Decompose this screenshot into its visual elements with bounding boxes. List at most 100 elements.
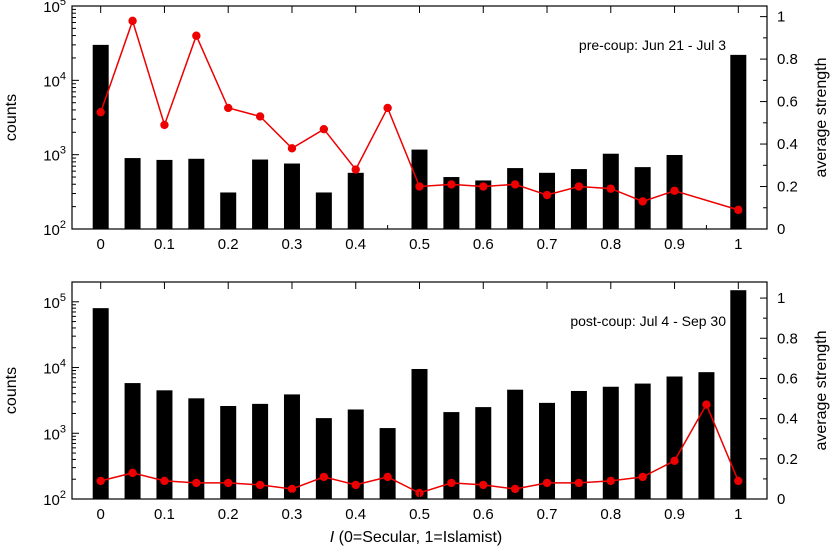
post-strength-point xyxy=(192,478,201,488)
pre-x-tick-label: 1 xyxy=(734,236,742,253)
pre-count-bar xyxy=(475,180,492,229)
pre-strength-point xyxy=(192,31,201,40)
pre-strength-point xyxy=(287,144,297,153)
pre-x-tick-label: 0.1 xyxy=(154,236,175,253)
post-count-bar xyxy=(252,403,269,499)
post-x-tick-label: 0.3 xyxy=(282,506,303,523)
pre-count-bar xyxy=(315,192,332,229)
pre-y-left-tick-label: 104 xyxy=(43,70,66,90)
pre-x-tick-label: 0.2 xyxy=(218,236,239,253)
tick-base: 10 xyxy=(43,148,60,165)
post-count-bar xyxy=(666,376,683,499)
pre-y-left-tick-label: 102 xyxy=(43,219,66,239)
pre-y-left-tick-label: 103 xyxy=(43,145,66,165)
post-y-right-tick-label: 0.4 xyxy=(777,411,798,428)
post-y-right-tick-label: 1 xyxy=(777,290,785,307)
post-y-left-tick-label: 105 xyxy=(43,292,66,312)
pre-strength-point xyxy=(160,120,169,130)
pre-count-bar xyxy=(507,168,524,229)
pre-count-bar xyxy=(347,172,364,229)
post-strength-point xyxy=(224,478,233,488)
pre-strength-point xyxy=(224,103,233,113)
tick-base: 10 xyxy=(43,295,60,312)
pre-y-left-label: counts xyxy=(3,94,20,141)
post-y-right-tick-label: 0.6 xyxy=(777,370,798,387)
post-strength-point xyxy=(606,476,615,486)
x-axis-label: I (0=Secular, 1=Islamist) xyxy=(330,529,503,546)
tick-exponent: 5 xyxy=(60,0,66,8)
post-x-tick-label: 0.5 xyxy=(409,506,430,523)
post-strength-point xyxy=(96,476,105,486)
pre-count-bar xyxy=(92,44,109,229)
post-x-tick-label: 0.1 xyxy=(154,506,175,523)
pre-count-bar xyxy=(156,159,173,229)
post-x-tick-label: 1 xyxy=(734,506,742,523)
post-x-tick-label: 0.6 xyxy=(473,506,494,523)
post-y-right-tick-label: 0.2 xyxy=(777,451,798,468)
post-strength-point xyxy=(383,472,392,482)
pre-strength-point xyxy=(255,112,265,121)
post-strength-point xyxy=(479,480,488,490)
pre-strength-point xyxy=(351,165,360,174)
pre-count-bar xyxy=(220,192,237,229)
pre-count-bar xyxy=(539,172,556,229)
pre-x-tick-label: 0.4 xyxy=(345,236,366,253)
post-count-bar xyxy=(539,402,556,499)
post-strength-point xyxy=(255,480,265,490)
post-x-tick-label: 0.2 xyxy=(218,506,239,523)
pre-strength-point xyxy=(606,184,615,193)
pre-strength-point xyxy=(510,180,520,189)
pre-strength-line xyxy=(99,18,739,211)
post-count-bar xyxy=(188,398,205,499)
pre-y-right-tick-label: 0.6 xyxy=(777,94,798,111)
pre-count-bar xyxy=(283,163,300,229)
tick-exponent: 2 xyxy=(60,489,66,501)
post-strength-point xyxy=(734,476,743,486)
pre-x-tick-label: 0 xyxy=(97,236,105,253)
post-count-bar xyxy=(507,389,524,499)
post-strength-point xyxy=(128,468,137,478)
pre-strength-point xyxy=(542,190,552,200)
pre-count-bar xyxy=(730,54,747,229)
tick-base: 10 xyxy=(43,492,60,509)
pre-strength-point xyxy=(479,182,488,191)
post-count-bar xyxy=(124,383,141,499)
pre-strength-point xyxy=(734,205,743,215)
post-count-bar xyxy=(570,390,587,499)
tick-base: 10 xyxy=(43,0,60,16)
post-y-right-tick-label: 0 xyxy=(777,491,785,508)
post-strength-point xyxy=(319,472,329,482)
post-strength-point xyxy=(702,400,711,409)
pre-annotation: pre-coup: Jun 21 - Jul 3 xyxy=(579,37,726,53)
post-x-tick-label: 0.7 xyxy=(537,506,558,523)
pre-x-tick-label: 0.7 xyxy=(537,236,558,253)
pre-count-bar xyxy=(124,158,141,229)
pre-count-bar xyxy=(252,159,269,229)
pre-count-bar xyxy=(570,169,587,229)
post-count-bar xyxy=(283,394,300,499)
post-x-tick-label: 0 xyxy=(97,506,105,523)
pre-x-tick-label: 0.9 xyxy=(664,236,685,253)
post-y-left-label: counts xyxy=(3,367,20,414)
post-coup-panel: 0 0.1 0.2 0.3 0.4 0.5 0.6 0.7 0.8 0.9 110210310410… xyxy=(3,281,830,523)
post-count-bar xyxy=(347,409,364,499)
post-x-tick-label: 0.8 xyxy=(600,506,621,523)
post-strength-point xyxy=(447,478,456,488)
pre-y-right-tick-label: 1 xyxy=(777,9,785,26)
post-annotation: post-coup: Jul 4 - Sep 30 xyxy=(570,313,726,329)
post-strength-point xyxy=(542,478,552,488)
post-strength-point xyxy=(510,484,520,494)
post-y-right-label: average strength xyxy=(813,330,830,450)
pre-coup-panel: 0 0.1 0.2 0.3 0.4 0.5 0.6 0.7 0.8 0.9 110210310410… xyxy=(3,0,830,253)
pre-strength-point xyxy=(670,186,679,195)
post-strength-point xyxy=(670,456,679,466)
post-count-bar xyxy=(730,290,747,499)
pre-x-tick-label: 0.3 xyxy=(282,236,303,253)
pre-y-right-tick-label: 0.4 xyxy=(777,136,798,153)
post-count-bar xyxy=(475,407,492,499)
pre-y-right-tick-label: 0 xyxy=(777,221,785,238)
pre-x-tick-label: 0.5 xyxy=(409,236,430,253)
tick-exponent: 3 xyxy=(60,145,66,157)
pre-strength-point xyxy=(638,197,647,206)
pre-y-right-tick-label: 0.8 xyxy=(777,51,798,68)
